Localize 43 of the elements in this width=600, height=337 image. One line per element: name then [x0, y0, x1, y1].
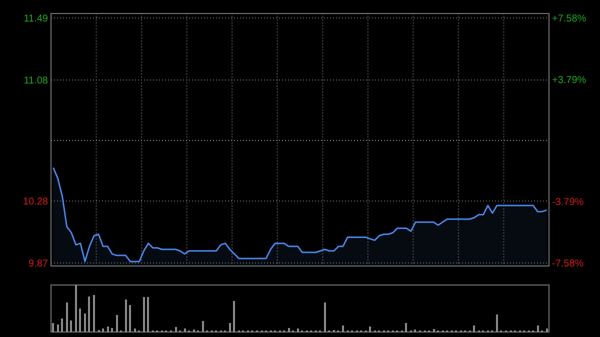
bar [537, 325, 539, 332]
bar [202, 321, 204, 332]
y2-tick-label: -3.79% [552, 197, 584, 208]
bar [175, 326, 177, 332]
bar [61, 318, 63, 332]
bar [229, 323, 231, 332]
bar [405, 323, 407, 332]
y2-tick-label: +3.79% [552, 74, 586, 86]
bar [143, 297, 145, 332]
bar [107, 326, 109, 332]
bar [93, 294, 95, 332]
bar [84, 314, 86, 332]
bar [433, 329, 435, 332]
bar [369, 326, 371, 332]
bar [57, 324, 59, 332]
bar [79, 308, 81, 332]
y-tick-label: 11.49 [24, 14, 48, 25]
bar [496, 314, 498, 332]
y2-tick-label: +7.58% [552, 14, 586, 25]
y2-tick-label: -7.58% [552, 258, 584, 270]
bar [129, 305, 131, 332]
bar [116, 315, 118, 332]
bar [288, 328, 290, 332]
bar [297, 328, 299, 332]
bar [75, 285, 77, 332]
bar [88, 296, 90, 332]
bar [66, 302, 68, 332]
bar [342, 325, 344, 332]
bar [102, 328, 104, 332]
bar [546, 328, 548, 332]
bar [70, 320, 72, 332]
bar [324, 302, 326, 332]
bar [111, 328, 113, 332]
bar [134, 328, 136, 332]
bar [473, 325, 475, 332]
bar [233, 300, 235, 332]
bar [147, 297, 149, 332]
bar [184, 328, 186, 332]
bar [125, 300, 127, 332]
y-tick-label: 9.87 [28, 258, 48, 270]
y-tick-label: 11.08 [24, 76, 48, 87]
y-tick-label: 10.28 [22, 196, 48, 208]
bar [52, 323, 54, 332]
